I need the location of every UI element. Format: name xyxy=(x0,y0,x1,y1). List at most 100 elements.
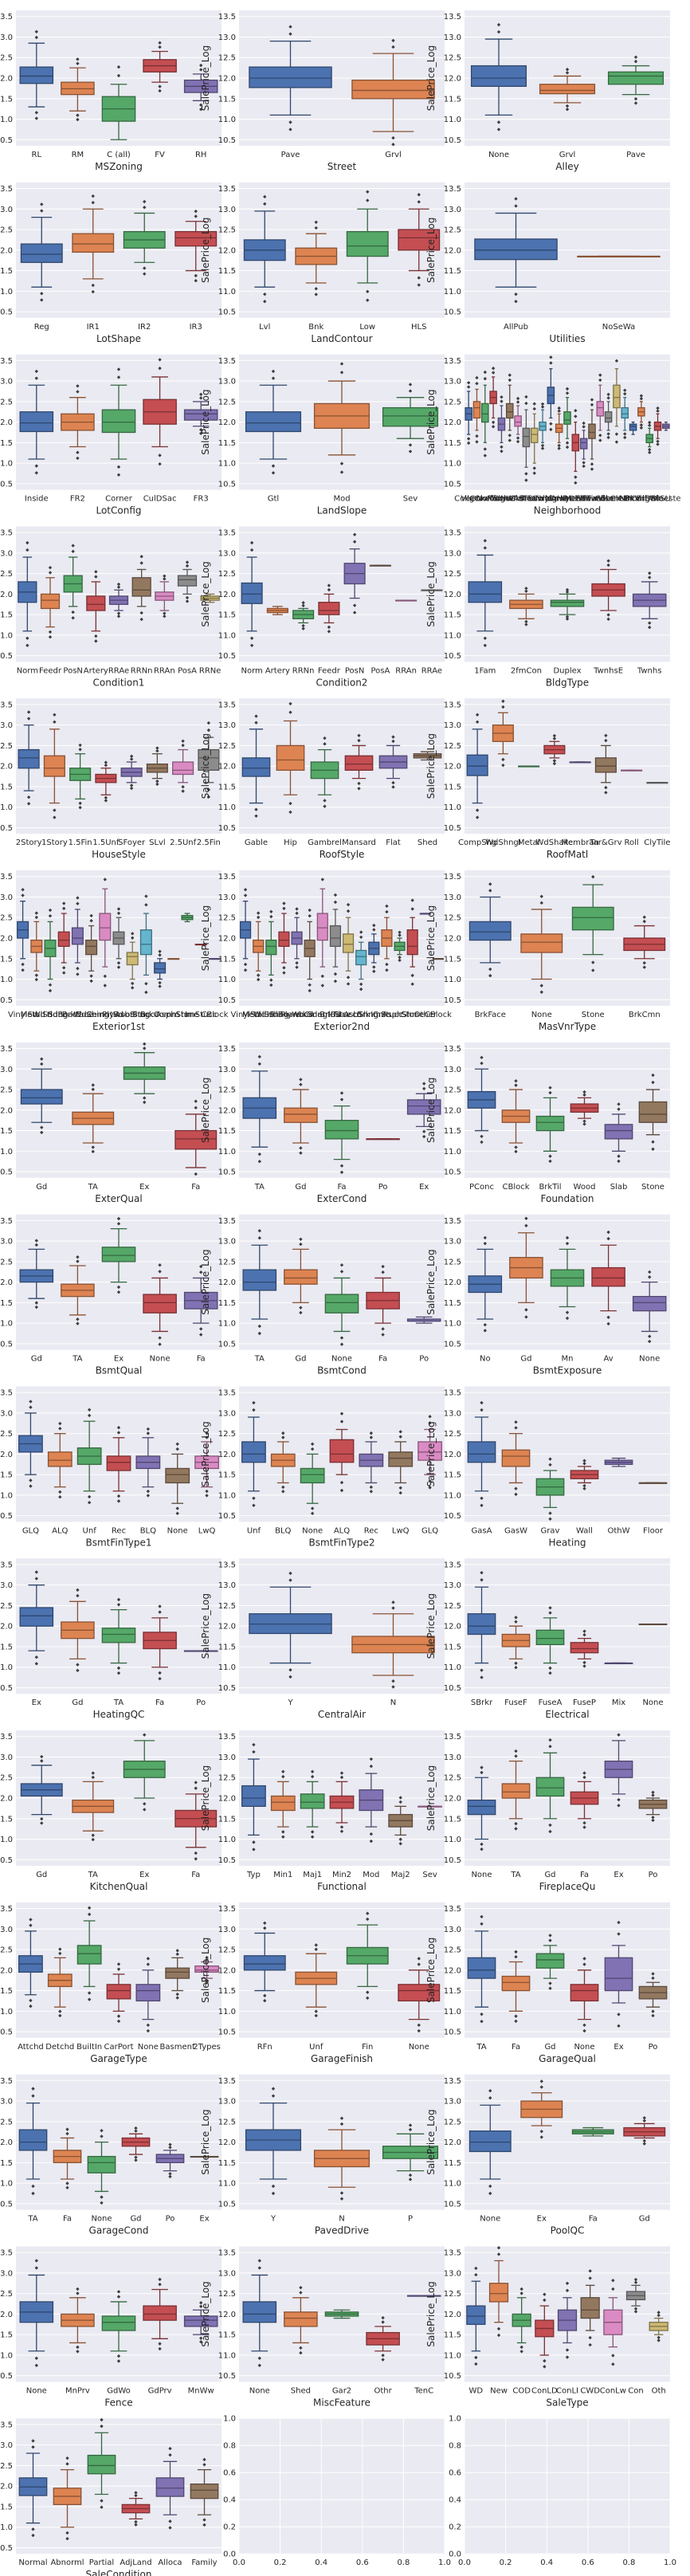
y-tick-label: 12.5 xyxy=(0,2118,13,2126)
outlier xyxy=(548,1671,552,1675)
outlier xyxy=(565,2348,570,2352)
outlier xyxy=(565,587,570,592)
x-axis-label: Street xyxy=(327,161,357,172)
y-tick-label: 13.5 xyxy=(218,1733,236,1742)
box-body xyxy=(154,962,167,974)
outlier xyxy=(62,971,66,975)
x-tick-label: Norm xyxy=(17,666,38,675)
x-tick-label: Maj2 xyxy=(391,1871,410,1879)
y-tick-label: 11.5 xyxy=(0,2331,13,2340)
box-NPkVill xyxy=(629,421,637,435)
outlier xyxy=(87,1991,92,1995)
y-tick-label: 12.5 xyxy=(218,1946,236,1955)
outlier xyxy=(339,1412,344,1416)
box-Mod xyxy=(313,362,370,474)
box-Stucco xyxy=(342,902,355,986)
outlier xyxy=(408,383,413,387)
x-tick-label: ImStucc xyxy=(185,1011,217,1019)
y-tick-label: 12.5 xyxy=(218,914,236,923)
box-body xyxy=(165,1467,190,1484)
x-tick-label: FuseA xyxy=(539,1698,563,1707)
x-tick-label: RL xyxy=(32,151,42,159)
box-FR3 xyxy=(183,392,218,435)
y-axis-label: SalePrice_Log xyxy=(200,389,211,454)
y-tick-label: 10.5 xyxy=(444,1512,461,1521)
x-tick-label: CollgCr xyxy=(454,495,484,504)
outlier xyxy=(417,1957,421,1961)
box-N xyxy=(351,1600,435,1689)
x-tick-label: Plywood xyxy=(280,1011,314,1019)
outlier xyxy=(91,289,95,294)
outlier xyxy=(565,391,570,395)
x-tick-label: GasW xyxy=(504,1526,527,1535)
box-None xyxy=(467,1765,496,1852)
x-axis-label: GarageFinish xyxy=(311,2053,373,2064)
box-Maj1 xyxy=(300,1769,325,1839)
outlier xyxy=(181,739,185,743)
x-tick-label: GdWo xyxy=(107,2386,131,2395)
outlier xyxy=(256,911,261,915)
box-New xyxy=(488,2246,509,2338)
outlier xyxy=(639,397,644,401)
outlier xyxy=(71,616,75,620)
box-ImStucc xyxy=(194,944,207,946)
outlier xyxy=(76,1588,80,1592)
outlier xyxy=(381,1333,385,1337)
outlier xyxy=(656,442,660,446)
outlier xyxy=(89,919,93,923)
outlier xyxy=(480,1578,484,1582)
outlier xyxy=(591,960,595,964)
outlier xyxy=(591,874,595,879)
outlier xyxy=(295,907,299,911)
outlier xyxy=(76,1259,80,1263)
box-Unf xyxy=(241,1400,266,1507)
box-Mn xyxy=(550,1235,585,1321)
y-tick-label: 13.5 xyxy=(444,529,461,538)
y-axis-label: SalePrice_Log xyxy=(200,218,211,283)
outlier xyxy=(89,974,93,978)
box-body xyxy=(604,1124,633,1140)
outlier xyxy=(614,432,619,436)
x-tick-label: Gd xyxy=(72,1698,83,1707)
box-body xyxy=(243,1955,286,1971)
y-tick-label: 11.0 xyxy=(444,976,461,984)
outlier xyxy=(299,2285,303,2290)
x-tick-label: None xyxy=(302,1526,323,1535)
outlier xyxy=(565,617,570,621)
x-tick-label: Blmngtn xyxy=(625,495,658,504)
y-tick-label: 10.5 xyxy=(218,1512,236,1521)
outlier xyxy=(91,283,95,288)
outlier xyxy=(76,2350,80,2354)
x-tick-label: Edwards xyxy=(575,495,609,504)
outlier xyxy=(199,428,203,432)
y-tick-label: 12.0 xyxy=(0,763,13,772)
outlier xyxy=(391,739,395,744)
outlier xyxy=(295,960,299,965)
y-tick-label: 12.5 xyxy=(0,1430,13,1439)
outlier xyxy=(271,369,276,374)
outlier xyxy=(263,292,267,296)
subplot-ExterCond: 10.511.011.512.012.513.013.5SalePrice_Lo… xyxy=(200,1042,445,1204)
y-tick-label: 10.5 xyxy=(0,2028,13,2037)
box-body xyxy=(501,1975,531,1992)
outlier xyxy=(357,781,361,786)
box-Fa xyxy=(53,2127,82,2189)
outlier xyxy=(194,1786,198,1790)
box-Alloca xyxy=(155,2446,185,2530)
outlier xyxy=(58,1947,62,1951)
box-body xyxy=(468,921,512,941)
box-IR2 xyxy=(123,199,166,276)
y-tick-label: 11.0 xyxy=(444,1663,461,1672)
x-tick-label: MetalSd xyxy=(21,1011,53,1019)
outlier xyxy=(346,909,351,913)
outlier xyxy=(651,1818,655,1823)
x-tick-label: GasA xyxy=(472,1526,492,1535)
y-axis-label: SalePrice_Log xyxy=(425,561,437,626)
outlier xyxy=(480,2019,484,2024)
y-tick-label: 11.5 xyxy=(444,2331,461,2340)
x-tick-label: Othr xyxy=(374,2386,392,2395)
box-N xyxy=(313,2116,370,2201)
outlier xyxy=(549,427,553,432)
subplot-Heating: 10.511.011.512.012.513.013.5SalePrice_Lo… xyxy=(425,1386,670,1548)
outlier xyxy=(524,619,528,624)
